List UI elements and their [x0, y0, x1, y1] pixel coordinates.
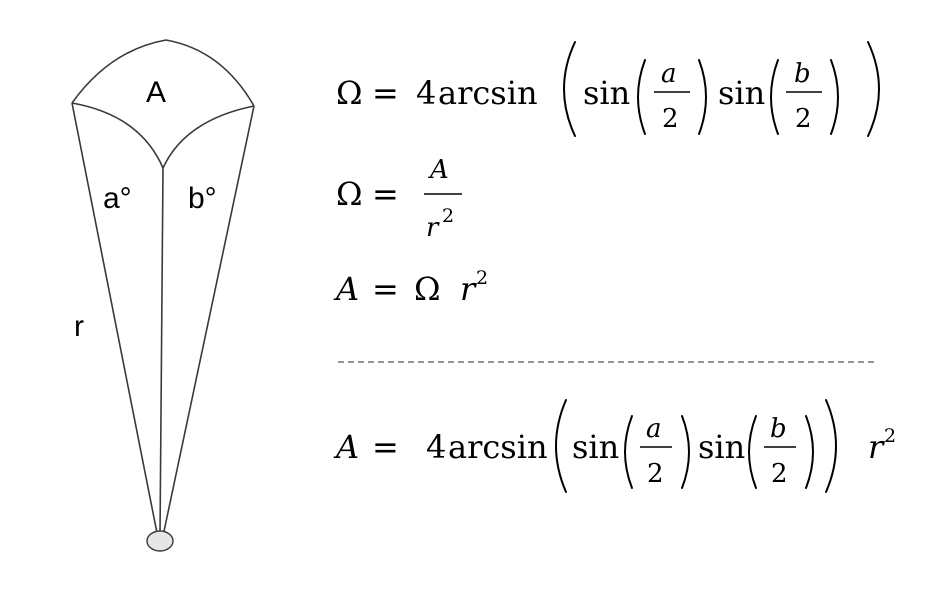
equals-sign: = [372, 428, 399, 466]
outer-right-paren [825, 399, 837, 493]
radius-symbol: r [868, 428, 885, 466]
sin-b-function: sin [698, 428, 745, 466]
area-symbol: A [333, 270, 359, 308]
omega-symbol: Ω [336, 175, 363, 213]
four-coefficient: 4 [426, 428, 446, 466]
equals-sign: = [372, 175, 399, 213]
cap-top-arc [71, 39, 255, 107]
sin-b-function: sin [718, 74, 765, 112]
formula-area-arcsin: A = 4 arcsin sin a 2 sin b 2 r 2 [333, 399, 896, 493]
left-paren-b [770, 59, 779, 135]
right-paren-b [830, 59, 839, 135]
numerator-a: a [661, 59, 677, 89]
angle-b-label: b° [188, 182, 217, 215]
apex-point [146, 530, 174, 552]
arcsin-function: arcsin [448, 428, 548, 466]
left-inner-arc [71, 102, 164, 169]
four-coefficient: 4 [416, 74, 436, 112]
formula-omega-area-ratio: Ω = A r 2 [336, 155, 462, 243]
denominator-two-b: 2 [771, 459, 788, 489]
numerator-a: a [646, 414, 662, 444]
outer-left-paren [563, 41, 576, 137]
left-paren-a [624, 415, 633, 489]
denominator-two-a: 2 [662, 104, 679, 134]
cone-diagram: A a° b° r [71, 39, 255, 552]
sin-a-function: sin [583, 74, 630, 112]
outer-right-paren [867, 41, 880, 137]
radius-symbol: r [460, 270, 477, 308]
omega-symbol: Ω [414, 270, 441, 308]
sin-a-function: sin [572, 428, 619, 466]
angle-a-label: a° [103, 182, 132, 215]
equals-sign: = [372, 74, 399, 112]
equals-sign: = [372, 270, 399, 308]
radius-exponent: 2 [476, 267, 488, 289]
denominator-r: r [426, 213, 440, 243]
outer-left-paren [555, 399, 567, 493]
right-inner-arc [162, 105, 255, 169]
area-label: A [146, 76, 166, 109]
right-paren-a [698, 59, 707, 135]
numerator-b: b [770, 414, 787, 444]
denominator-two-a: 2 [647, 459, 664, 489]
arcsin-function: arcsin [438, 74, 538, 112]
omega-symbol: Ω [336, 74, 363, 112]
right-edge [162, 105, 255, 537]
left-paren-b [748, 415, 757, 489]
right-paren-a [681, 415, 690, 489]
center-edge [159, 167, 164, 537]
numerator-area: A [428, 155, 449, 185]
left-edge [71, 102, 159, 539]
denominator-exponent: 2 [442, 205, 454, 227]
denominator-two-b: 2 [795, 104, 812, 134]
radius-label: r [74, 310, 84, 343]
left-paren-a [637, 59, 646, 135]
right-paren-b [805, 415, 814, 489]
radius-exponent: 2 [884, 425, 896, 447]
area-symbol: A [333, 428, 359, 466]
formula-omega-arcsin: Ω = 4 arcsin sin a 2 sin b 2 [336, 41, 880, 137]
formula-area-omega: A = Ω r 2 [333, 267, 488, 308]
numerator-b: b [794, 59, 811, 89]
